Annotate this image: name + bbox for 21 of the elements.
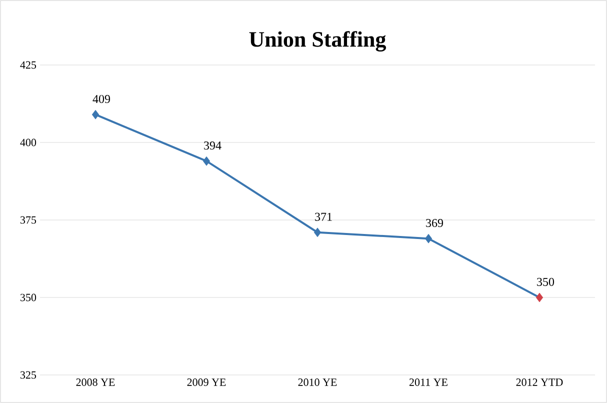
y-tick-label: 425	[20, 61, 36, 69]
x-tick-label: 2009 YE	[187, 378, 226, 386]
point	[92, 110, 100, 120]
data-label: 369	[426, 218, 444, 228]
x-tick-label: 2010 YE	[298, 378, 337, 386]
x-tick-label: 2012 YTD	[516, 378, 563, 386]
x-tick-label: 2011 YE	[409, 378, 448, 386]
y-tick-label: 350	[20, 294, 36, 302]
point	[314, 228, 322, 238]
point	[424, 234, 432, 244]
y-tick-label: 375	[20, 216, 36, 224]
y-tick-label: 325	[20, 371, 36, 379]
data-label: 371	[315, 212, 332, 221]
point	[536, 292, 544, 302]
data-label: 409	[92, 94, 110, 104]
chart-title: Union Staffing	[249, 31, 386, 52]
y-tick-label: 400	[20, 138, 36, 146]
x-tick-label: 2008 YE	[76, 378, 115, 386]
point	[202, 156, 210, 166]
data-label: 350	[537, 278, 554, 286]
data-label: 394	[204, 141, 222, 150]
